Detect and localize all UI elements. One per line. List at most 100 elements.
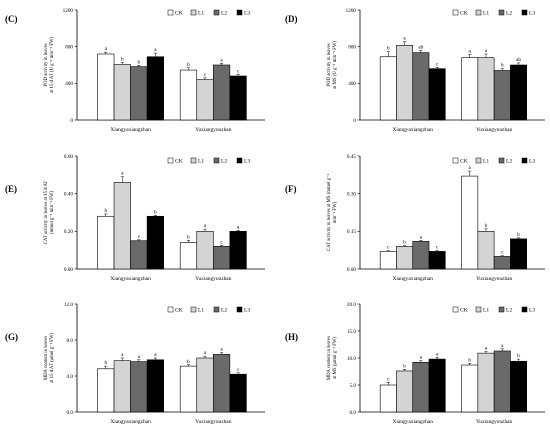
bar (510, 238, 527, 270)
bar (229, 373, 247, 413)
legend-swatch (498, 157, 505, 164)
legend-swatch (167, 306, 174, 313)
bar (412, 362, 430, 413)
significance-letter: a (501, 343, 504, 349)
bar (196, 357, 214, 413)
legend-label: L3 (244, 308, 250, 314)
y-tick-label: 0.00 (64, 267, 73, 273)
legend-label: L3 (529, 159, 535, 165)
significance-letter: c (436, 61, 439, 67)
bar (97, 368, 115, 413)
y-tick-label: 0.0 (67, 410, 74, 416)
y-tick-label: 1200 (346, 8, 357, 14)
significance-letter: b (154, 209, 157, 215)
legend-swatch (167, 157, 174, 164)
legend-label: L2 (221, 308, 227, 314)
legend-swatch (475, 306, 482, 313)
significance-letter: ab (418, 44, 423, 50)
significance-letter: b (138, 59, 141, 65)
legend-swatch (521, 9, 528, 16)
category-label: Xiangyaxiangzhan (393, 419, 434, 425)
y-tick-label: 0 (70, 118, 73, 124)
y-tick-label: 10.0 (347, 356, 356, 362)
legend-label: L2 (506, 308, 512, 314)
y-tick-label: 0.45 (347, 154, 356, 160)
y-axis-title-line: at 15 d AT (U g⁻¹ min⁻¹ FW) (49, 36, 55, 93)
y-axis-title: MDA content in leavesat 15 d AT (μmol g⁻… (44, 333, 55, 384)
y-axis-title-line: at MS (μmol g⁻¹ FW) (332, 337, 338, 379)
significance-letter: a (469, 165, 472, 171)
bar (179, 365, 198, 413)
legend-swatch (236, 306, 243, 313)
significance-letter: a (121, 171, 124, 177)
legend-label: L1 (483, 11, 489, 17)
significance-letter: b (387, 46, 390, 52)
significance-letter: a (485, 48, 488, 54)
legend-label: L2 (506, 11, 512, 17)
panel-label: (D) (285, 14, 298, 24)
y-tick-label: 1200 (63, 8, 74, 14)
y-tick-label: 0.60 (64, 154, 73, 160)
significance-letter: a (220, 57, 223, 63)
bar (428, 68, 446, 121)
bar (196, 231, 214, 270)
bar (146, 359, 164, 413)
legend-swatch (475, 9, 482, 16)
bar (510, 64, 527, 121)
chart-panel-g: (G) 0.0 4.0 8.0 12.0 MDA content in leavesat … (5, 302, 265, 425)
legend-swatch (236, 157, 243, 164)
significance-letter: ab (516, 57, 521, 63)
significance-letter: b (517, 232, 520, 238)
category-label: Yuxiangyouzhan (195, 276, 232, 282)
significance-letter: b (501, 62, 504, 68)
chart-panel-e: (E) 0.00 0.20 0.40 0.60 CAT activity in leave… (5, 154, 265, 282)
bar (179, 242, 198, 270)
legend-label: CK (460, 308, 468, 314)
bar (428, 358, 446, 413)
y-tick-label: 12.0 (64, 302, 73, 308)
bar (461, 57, 479, 121)
y-axis-title: CAT activity in leaves at MS (mmol g⁻¹mi… (326, 173, 338, 251)
legend-label: CK (175, 11, 183, 17)
significance-letter: a (403, 36, 406, 42)
y-axis-title-line: CAT activity in leaves at MS (mmol g⁻¹ (326, 173, 332, 251)
category-label: Yuxiangyouzhan (195, 127, 232, 133)
significance-letter: a (220, 347, 223, 353)
legend-swatch (452, 157, 459, 164)
significance-letter: c (501, 250, 504, 256)
bar (113, 182, 131, 270)
significance-letter: a (121, 352, 124, 358)
legend-swatch (521, 306, 528, 313)
legend-swatch (190, 9, 197, 16)
bar (213, 354, 231, 413)
significance-letter: b (187, 359, 190, 365)
y-tick-label: 0.40 (64, 191, 73, 197)
legend-swatch (213, 157, 220, 164)
significance-letter: a (154, 47, 157, 53)
y-tick-label: 0.00 (347, 267, 356, 273)
significance-letter: c (387, 245, 390, 251)
y-tick-label: 0.20 (64, 229, 73, 235)
significance-letter: b (104, 360, 107, 366)
y-axis-title-line: min⁻¹ FW) (332, 201, 338, 223)
panel-label: (F) (285, 184, 297, 194)
bar (379, 384, 397, 413)
legend-label: L1 (198, 11, 204, 17)
bar (477, 352, 495, 413)
y-tick-label: 0 (353, 118, 356, 124)
bar (412, 241, 430, 270)
significance-letter: c (237, 367, 240, 373)
legend-label: L2 (221, 159, 227, 165)
bar (493, 256, 511, 270)
significance-letter: a (485, 346, 488, 352)
bar (510, 360, 527, 413)
y-tick-label: 8.0 (67, 338, 74, 344)
significance-letter: c (237, 68, 240, 74)
significance-letter: c (204, 72, 207, 78)
legend-label: L1 (198, 308, 204, 314)
category-label: Yuxiangyouzhan (476, 127, 513, 133)
category-label: Yuxiangyouzhan (195, 419, 232, 425)
bar (113, 64, 131, 121)
legend-label: L2 (506, 159, 512, 165)
